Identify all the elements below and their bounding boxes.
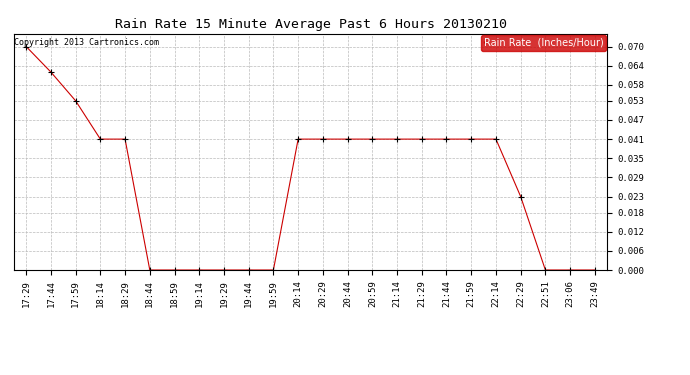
Legend: Rain Rate  (Inches/Hour): Rain Rate (Inches/Hour) (481, 35, 607, 51)
Text: Copyright 2013 Cartronics.com: Copyright 2013 Cartronics.com (14, 39, 159, 48)
Title: Rain Rate 15 Minute Average Past 6 Hours 20130210: Rain Rate 15 Minute Average Past 6 Hours… (115, 18, 506, 31)
